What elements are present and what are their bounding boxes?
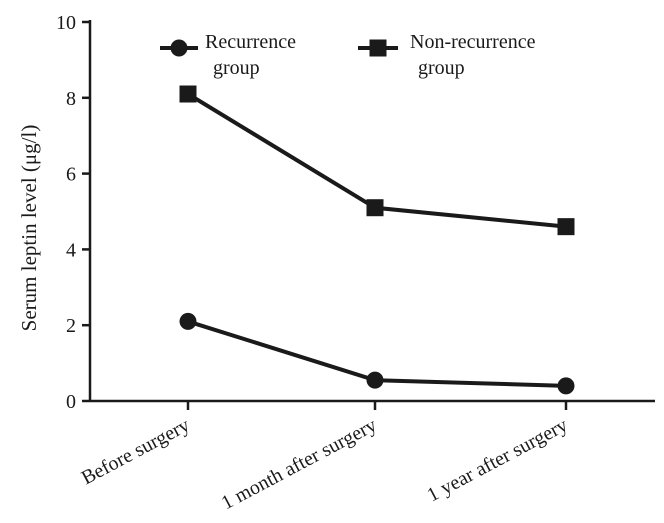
x-tick-label: Before surgery <box>78 414 193 489</box>
data-point-circle <box>557 377 575 395</box>
data-point-square <box>366 199 384 217</box>
y-tick-label: 10 <box>56 12 76 34</box>
x-tick-labels: Before surgery 1 month after surgery 1 yea… <box>78 414 571 514</box>
data-point-circle <box>179 312 197 330</box>
series-recurrence <box>179 312 575 395</box>
legend-label: Non-recurrence <box>410 31 536 53</box>
data-point-circle <box>366 371 384 389</box>
y-tick-label: 2 <box>66 315 76 337</box>
series-layer <box>179 85 575 395</box>
data-point-square <box>179 85 197 103</box>
series-non-recurrence <box>179 85 575 236</box>
x-tick-label: 1 month after surgery <box>218 414 381 514</box>
legend-marker-square <box>369 39 387 57</box>
y-axis-label: Serum leptin level (μg/l) <box>17 125 41 332</box>
data-point-square <box>557 218 575 236</box>
axes <box>82 20 655 410</box>
y-tick-label: 8 <box>66 88 76 110</box>
legend-item: Non-recurrence group <box>358 31 536 79</box>
legend-item: Recurrence group <box>160 31 296 79</box>
legend: Recurrence group Non-recurrence group <box>160 31 536 79</box>
legend-label: Recurrence <box>205 31 296 53</box>
y-tick-label: 4 <box>66 239 76 261</box>
legend-label: group <box>418 57 465 79</box>
legend-label: group <box>213 57 260 79</box>
legend-marker-circle <box>170 39 188 57</box>
y-tick-label: 6 <box>66 164 76 186</box>
x-tick-label: 1 year after surgery <box>424 414 572 507</box>
y-tick-label: 0 <box>66 391 76 413</box>
y-tick-labels: 0 2 4 6 8 10 <box>56 12 76 413</box>
